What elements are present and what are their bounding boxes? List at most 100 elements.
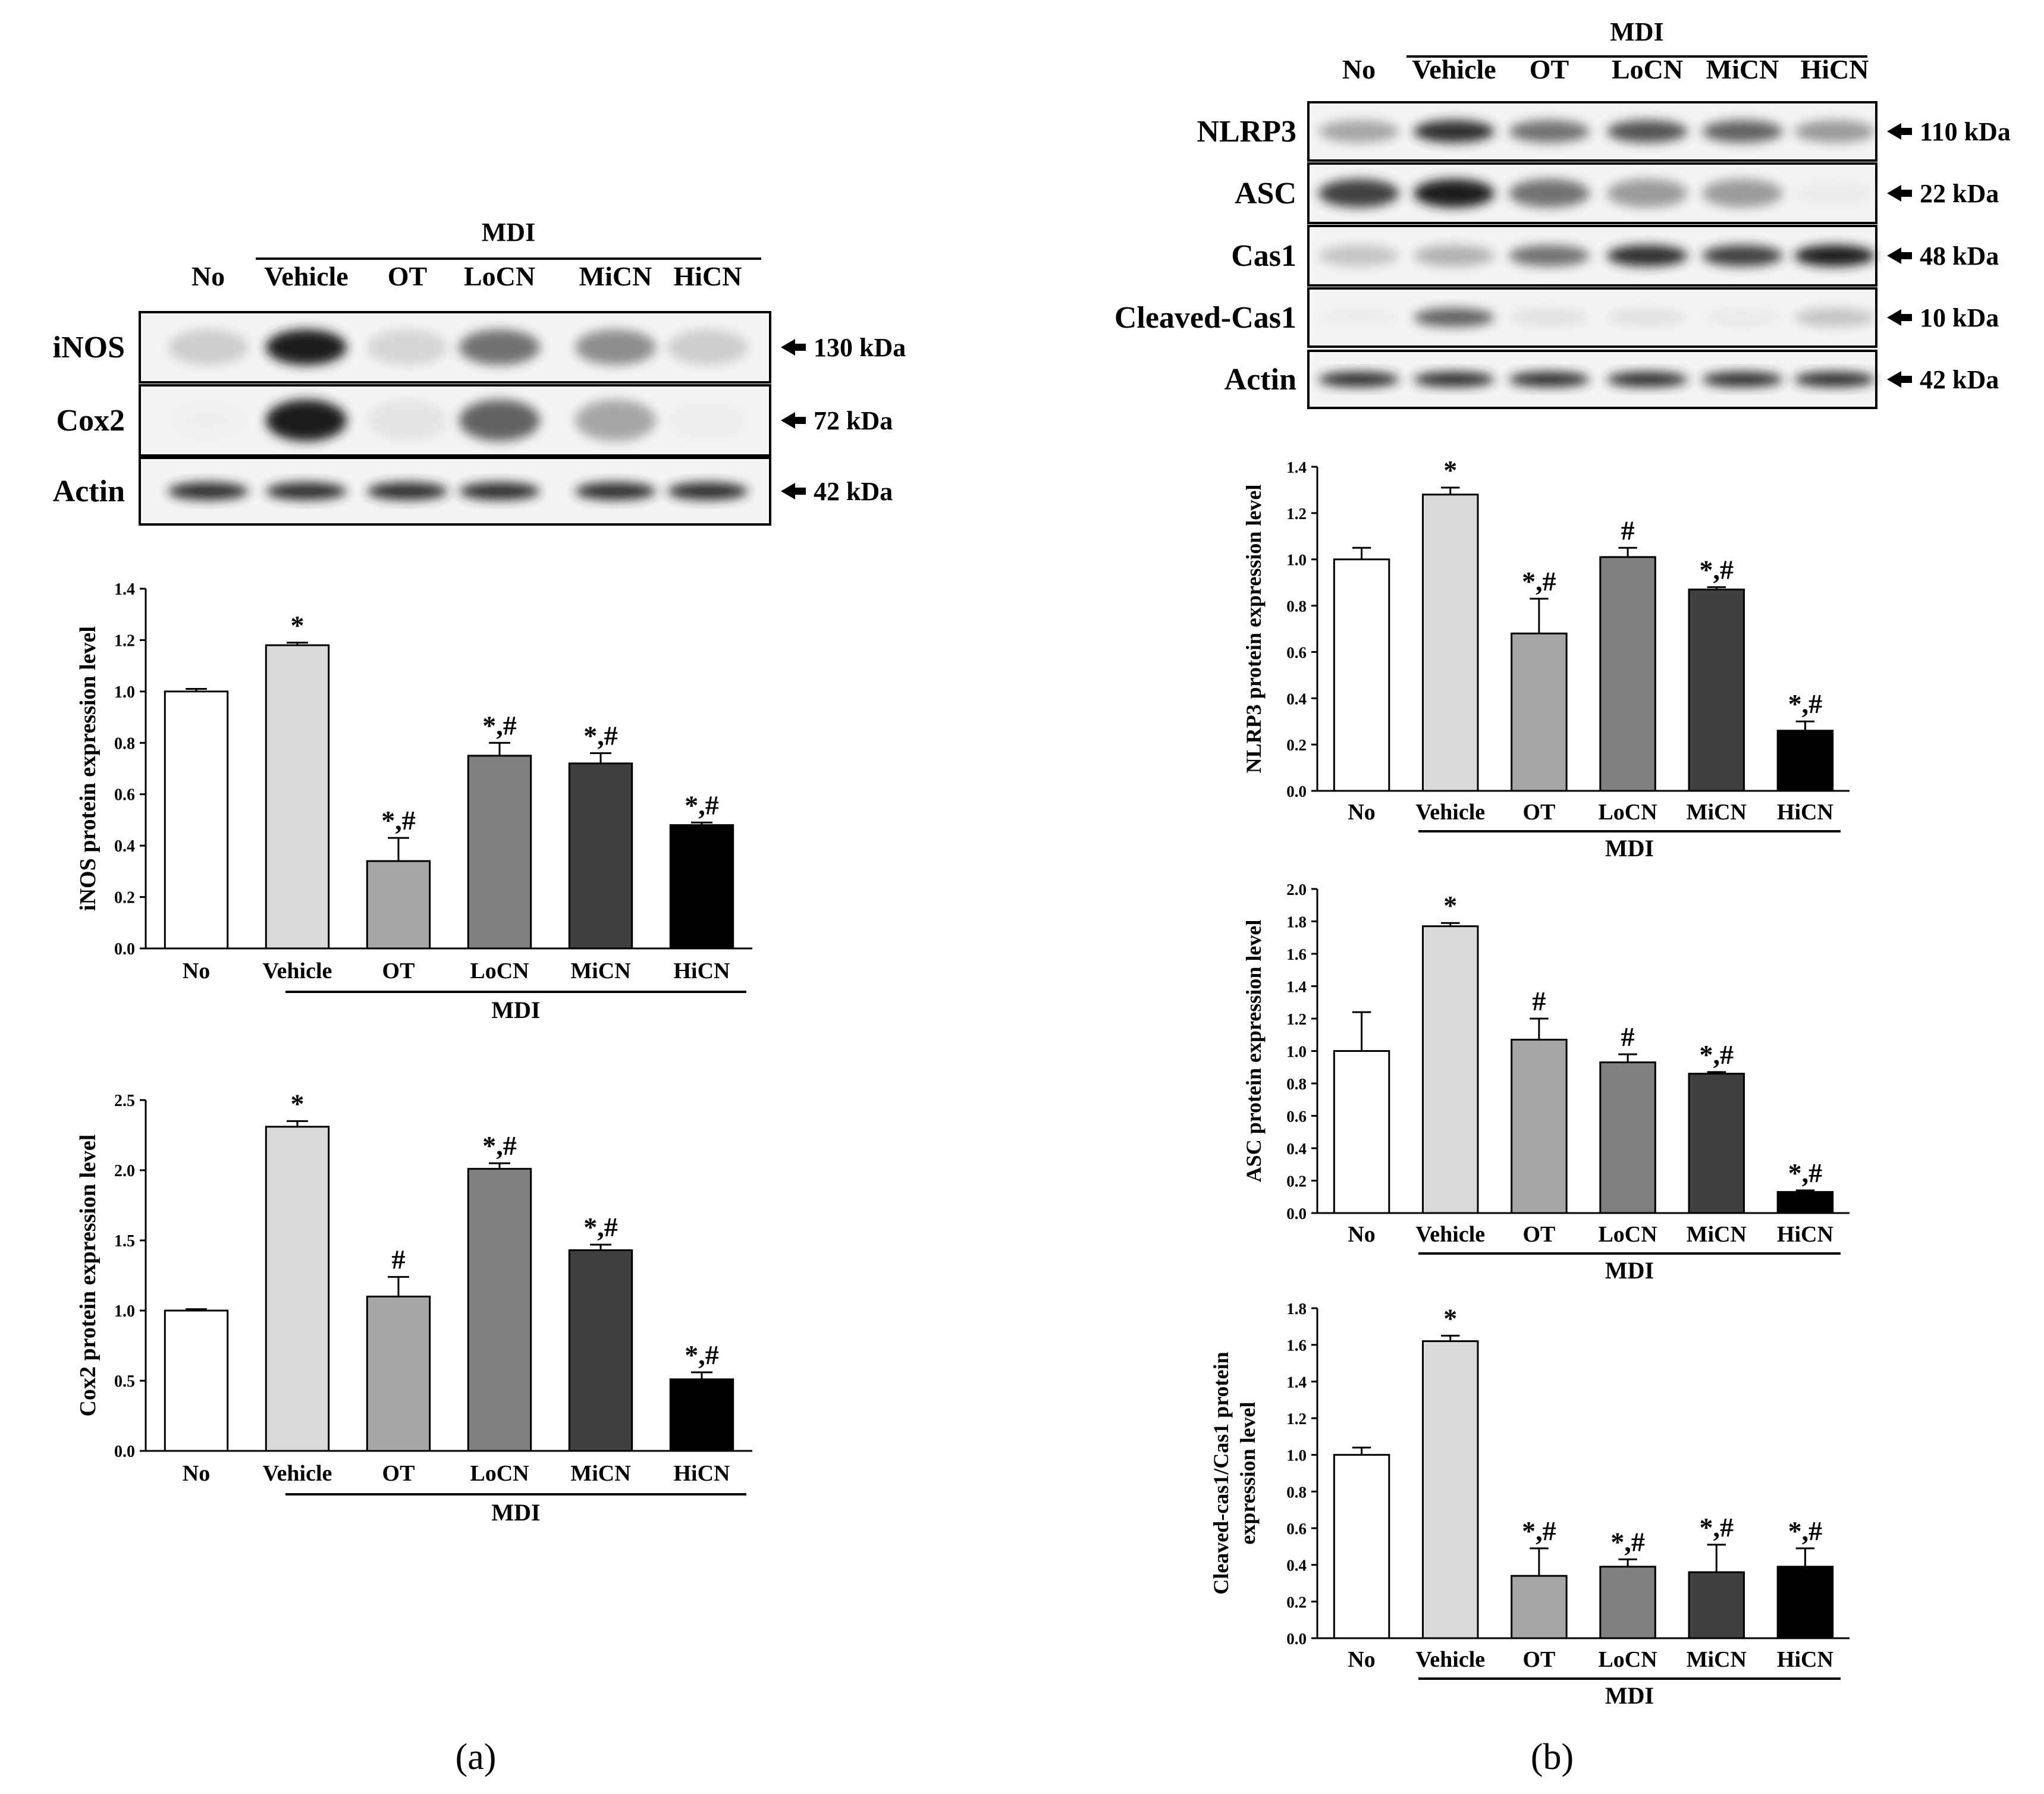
significance-label: *,#	[1610, 1526, 1645, 1557]
y-tick-label: 0.6	[1286, 1108, 1307, 1126]
blot-band	[575, 329, 656, 365]
blot-protein-label: NLRP3	[1197, 115, 1296, 149]
blot-protein-label: Actin	[1224, 363, 1296, 397]
y-tick-label: 0.2	[1286, 1173, 1307, 1190]
bar-charts: 0.0 0.2 0.4 0.6 0.8 1.0 1.2 1.4 iNOS protein exp…	[76, 455, 1850, 1709]
x-tick-label: No	[1348, 1647, 1375, 1672]
blot-band	[266, 400, 347, 441]
significance-label: #	[1621, 1022, 1635, 1052]
panel-b-caption: (b)	[1531, 1737, 1574, 1777]
blot-band	[667, 329, 748, 365]
y-tick-label: 0.8	[1286, 1483, 1307, 1501]
bar-micn	[1688, 588, 1745, 792]
bar-no	[1333, 1050, 1390, 1214]
blot-band	[168, 482, 249, 500]
x-tick-label: OT	[382, 959, 415, 984]
y-axis-label: ASC protein expression level	[1242, 920, 1266, 1183]
y-tick-label: 0.2	[1286, 736, 1307, 754]
blot-band	[1318, 245, 1399, 266]
y-tick-label: 1.0	[1286, 1043, 1307, 1061]
significance-label: *,#	[1788, 1516, 1823, 1546]
y-tick-label: 1.2	[1286, 1410, 1307, 1428]
blot-panel-b: MDI No Vehicle OT LoCN MiCN HiCN NLRP3 110 kDa AS…	[1114, 17, 2011, 409]
y-tick-label: 1.6	[1286, 945, 1307, 963]
bar-vehicle	[1422, 494, 1479, 792]
x-tick-label: LoCN	[470, 959, 529, 984]
x-tick-label: Vehicle	[263, 959, 332, 984]
bar-ot	[1511, 632, 1568, 792]
x-tick-label: MiCN	[1687, 800, 1747, 825]
blot-band	[459, 400, 540, 441]
y-tick-label: 1.0	[1286, 551, 1307, 569]
blot-band	[1702, 245, 1783, 266]
blot-lane-label: OT	[1530, 54, 1569, 84]
arrow-left-icon	[1887, 185, 1912, 202]
bar-no	[1333, 1454, 1390, 1639]
blot-band	[1509, 179, 1590, 208]
blot-lane-label: LoCN	[1612, 54, 1683, 84]
arrow-left-icon	[1887, 309, 1912, 326]
y-tick-label: 0.6	[114, 786, 135, 805]
blot-band	[1414, 179, 1494, 208]
chart-asc: 0.0 0.2 0.4 0.6 0.8 1.0 1.2 1.4 1.6 1.8 2.0 ASC pro…	[1242, 881, 1850, 1284]
blot-lane-label: No	[191, 261, 225, 291]
bar-locn	[1599, 1061, 1656, 1214]
y-tick-label: 0.8	[1286, 598, 1307, 615]
blot-band	[459, 329, 540, 365]
bar-ot	[366, 1295, 431, 1452]
x-tick-label: No	[183, 959, 210, 984]
chart-cleaved: 0.0 0.2 0.4 0.6 0.8 1.0 1.2 1.4 1.6 1.8 Cleaved-ca…	[1209, 1300, 1850, 1709]
blot-band	[1702, 308, 1783, 327]
blot-band	[1702, 179, 1783, 208]
y-tick-label: 1.2	[114, 631, 135, 650]
x-tick-label: LoCN	[1598, 800, 1657, 825]
blot-lane-label: HiCN	[1801, 54, 1869, 84]
blot-group-label: MDI	[1610, 17, 1663, 46]
y-axis-label: Cox2 protein expression level	[76, 1135, 101, 1417]
bar-locn	[1599, 1566, 1656, 1639]
blot-band	[575, 482, 656, 500]
blot-group-label: MDI	[482, 218, 535, 247]
significance-label: #	[1621, 515, 1635, 545]
significance-label: #	[1532, 986, 1546, 1016]
chart-cox2: 0.0 0.5 1.0 1.5 2.0 2.5 Cox2 protein expressio…	[76, 1088, 752, 1526]
y-tick-label: 1.8	[1286, 1300, 1307, 1318]
blot-size-label: 22 kDa	[1920, 179, 1999, 208]
significance-label: *,#	[1788, 689, 1823, 719]
blot-band	[667, 482, 748, 500]
y-tick-label: 0.0	[1286, 1205, 1307, 1223]
significance-label: *	[1443, 455, 1457, 485]
x-tick-label: HiCN	[674, 1461, 730, 1486]
blot-size-label: 72 kDa	[814, 406, 893, 435]
blot-lane-label: MiCN	[579, 261, 652, 291]
group-label: MDI	[1605, 835, 1654, 862]
y-tick-label: 0.5	[114, 1372, 135, 1391]
bar-hicn	[1776, 1191, 1834, 1214]
arrow-left-icon	[781, 483, 806, 499]
x-tick-label: HiCN	[674, 959, 730, 984]
blot-size-label: 42 kDa	[814, 477, 893, 506]
y-axis-label: Cleaved-cas1/Cas1 protein expression leve…	[1209, 1352, 1260, 1594]
blot-band	[1509, 120, 1590, 143]
blot-lane-label: LoCN	[464, 261, 535, 291]
blot-band	[1607, 372, 1688, 387]
y-tick-label: 0.0	[1286, 1630, 1307, 1648]
y-tick-label: 1.0	[1286, 1447, 1307, 1465]
blot-size-label: 110 kDa	[1920, 117, 2011, 146]
blot-band	[1414, 245, 1494, 266]
blot-lane-label: MiCN	[1706, 54, 1779, 84]
bar-ot	[366, 860, 431, 950]
x-tick-label: OT	[382, 1461, 415, 1486]
blot-protein-label: iNOS	[53, 331, 125, 365]
y-tick-label: 0.0	[1286, 783, 1307, 800]
significance-label: *,#	[583, 1212, 618, 1242]
significance-label: *,#	[1700, 1512, 1734, 1542]
arrow-left-icon	[1887, 247, 1912, 264]
significance-label: *,#	[1700, 554, 1734, 585]
blot-band	[1414, 372, 1494, 387]
bar-vehicle	[265, 1126, 330, 1452]
y-tick-label: 0.4	[1286, 690, 1307, 708]
x-tick-label: Vehicle	[1415, 1222, 1485, 1247]
y-tick-label: 1.4	[1286, 458, 1307, 476]
y-tick-label: 1.5	[114, 1232, 135, 1251]
